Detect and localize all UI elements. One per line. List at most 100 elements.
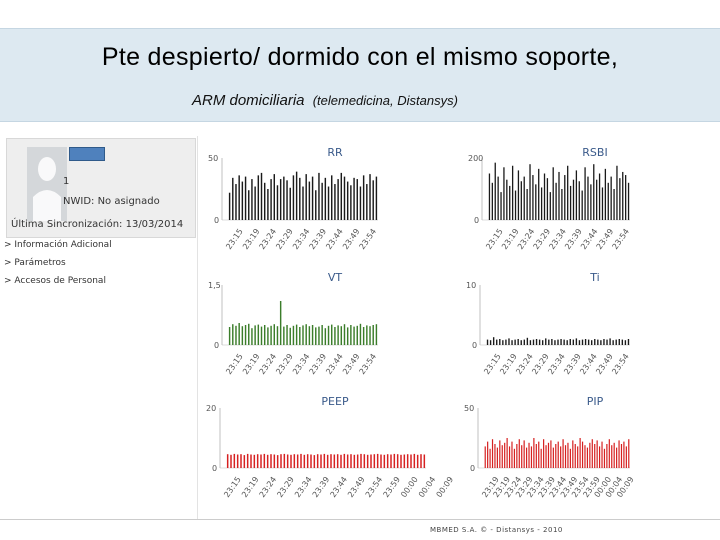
vt-bar (343, 324, 346, 345)
rr-bar (308, 181, 311, 220)
vt-bar (302, 325, 304, 345)
rsbi-bar (625, 175, 627, 220)
peep-bar (266, 454, 269, 468)
rsbi-chart-title: RSBI (582, 146, 607, 159)
pip-bar (584, 445, 586, 468)
vt-bar (279, 301, 282, 345)
pip-bar (591, 439, 593, 468)
rr-bar (254, 186, 256, 220)
nwid-label: NWID: No asignado (63, 196, 160, 207)
rr-bar (353, 177, 355, 220)
ti-bar (618, 339, 620, 345)
peep-bar (276, 455, 279, 468)
rsbi-bar (622, 171, 624, 220)
rr-bar (324, 177, 327, 220)
pip-bar (562, 439, 564, 468)
ti-bar (587, 339, 590, 345)
peep-xtick-label: 00:04 (417, 475, 438, 499)
ti-bar (508, 338, 510, 345)
peep-xtick-label: 23:44 (328, 475, 349, 499)
ti-bar (502, 340, 504, 345)
peep-xtick-label: 23:49 (346, 475, 367, 499)
link-accesos-personal[interactable]: > Accesos de Personal (4, 276, 106, 286)
rsbi-bar (587, 176, 589, 220)
vt-bar (267, 327, 269, 345)
rsbi-bar (584, 167, 586, 220)
vt-bar (331, 324, 333, 345)
rsbi-bar (552, 167, 554, 220)
pip-bar (521, 445, 523, 468)
vt-bar (241, 326, 244, 345)
ti-bar (496, 339, 498, 345)
rsbi-bar (561, 189, 563, 220)
peep-bar (376, 453, 379, 468)
rsbi-bar (616, 165, 618, 220)
rsbi-bar (581, 190, 583, 220)
peep-bar (360, 453, 362, 468)
ti-bar (609, 338, 611, 345)
ti-bar (517, 339, 519, 345)
ti-bar (532, 339, 535, 345)
ti-bar (591, 340, 593, 345)
vt-bar (305, 324, 307, 345)
rr-bar (257, 175, 260, 220)
peep-bar (373, 454, 376, 468)
slide-subtitle: ARM domiciliaria (telemedicina, Distansy… (192, 92, 458, 109)
ti-bar (563, 339, 565, 345)
patient-profile-card: 1 NWID: No asignado Última Sincronizació… (6, 138, 196, 238)
ti-bar (624, 340, 627, 345)
pip-bar (506, 438, 508, 468)
peep-bar (230, 454, 232, 468)
pip-bar (484, 446, 486, 468)
peep-ytick-bottom: 0 (212, 464, 217, 473)
ti-bar (615, 339, 617, 345)
rsbi-bar (578, 181, 580, 220)
ti-ytick-top: 10 (466, 281, 476, 290)
link-info-adicional[interactable]: > Información Adicional (4, 240, 112, 250)
peep-bar (240, 454, 242, 468)
rsbi-bar (549, 192, 551, 220)
peep-bar (386, 454, 389, 468)
pip-bar (501, 445, 503, 468)
vt-bar (283, 326, 285, 345)
peep-bar (280, 454, 282, 468)
pip-bar (596, 440, 598, 468)
rsbi-bar (497, 176, 499, 220)
rsbi-bar (555, 182, 557, 220)
peep-bar (323, 453, 326, 468)
peep-bar (400, 454, 402, 468)
panel-divider (197, 136, 198, 520)
rsbi-bar (575, 170, 578, 220)
pip-bar (511, 441, 513, 468)
subtitle-main: ARM domiciliaria (192, 92, 305, 109)
vt-xtick-label: 23:54 (358, 352, 379, 376)
rr-bar (248, 190, 250, 220)
vt-bar (270, 325, 272, 345)
pip-bar (487, 441, 489, 468)
vt-bar (286, 325, 288, 345)
peep-xtick-label: 23:15 (222, 475, 243, 499)
peep-ytick-top: 20 (206, 404, 216, 413)
vt-bar (337, 325, 339, 345)
peep-bar (283, 453, 286, 468)
ti-bar (523, 339, 525, 345)
edit-button[interactable] (69, 147, 105, 161)
pip-bar (625, 446, 627, 468)
pip-bar (557, 441, 559, 468)
pip-bar (574, 444, 576, 468)
link-parametros[interactable]: > Parámetros (4, 258, 66, 268)
vt-bar (235, 325, 237, 345)
pip-bar (540, 448, 542, 468)
rsbi-bar (569, 185, 572, 220)
pip-bar (586, 447, 589, 468)
ti-bar (499, 339, 501, 345)
rsbi-bar (509, 185, 511, 220)
rr-ytick-top: 50 (208, 154, 218, 163)
rr-bar (337, 179, 339, 220)
peep-xtick-label: 23:59 (381, 475, 402, 499)
rr-bar (331, 175, 333, 220)
footer-copyright: MBMED S.A. © - Distansys - 2010 (430, 526, 563, 534)
vt-bar (334, 327, 336, 345)
ti-bar (569, 339, 571, 345)
pip-bar (538, 441, 540, 468)
